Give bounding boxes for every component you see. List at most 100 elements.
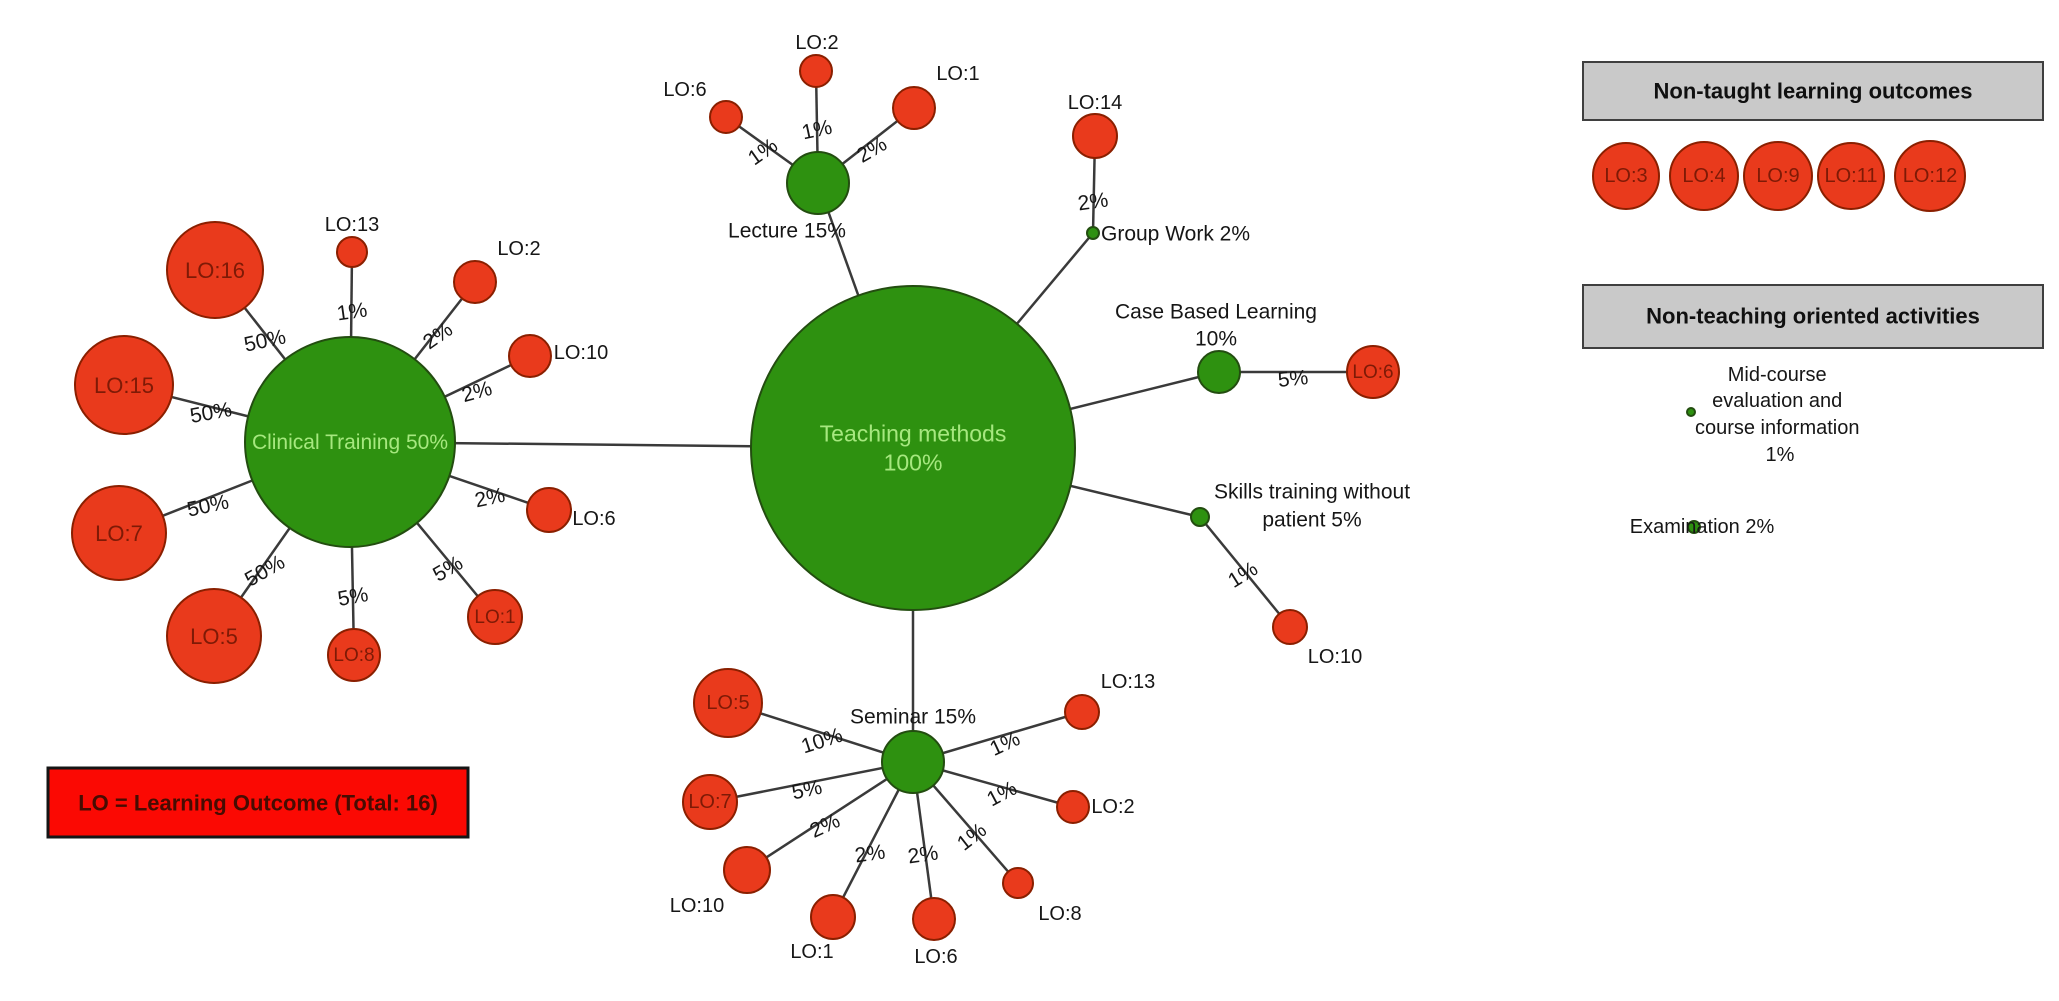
node-l-lo2 — [799, 54, 833, 88]
edge-label-clinical-c-lo5: 50% — [241, 551, 289, 592]
non-teaching-title: Non-teaching oriented activities — [1646, 304, 1980, 329]
l-lo2-label: LO:2 — [795, 32, 838, 54]
node-label-s-lo5: LO:5 — [706, 692, 749, 714]
s-lo13-label: LO:13 — [1101, 671, 1155, 693]
s-lo6-label: LO:6 — [914, 946, 957, 968]
seminar-label: Seminar 15% — [850, 706, 976, 729]
edge-label-lecture-l-lo2: 1% — [800, 116, 834, 145]
node-s-lo7 — [682, 774, 738, 830]
node-teaching — [750, 285, 1076, 611]
node-label-leg-lo11: LO:11 — [1825, 165, 1878, 187]
node-c-lo15 — [74, 335, 174, 435]
node-label-c-lo5: LO:5 — [190, 624, 238, 649]
edge-label-clinical-c-lo7: 50% — [185, 490, 231, 521]
examination-label: Examination 2% — [1630, 516, 1775, 538]
mid-course-line1: Mid-course — [1728, 364, 1827, 386]
edge-label-lecture-l-lo1: 2% — [853, 132, 891, 167]
c-lo10-label: LO:10 — [554, 342, 608, 364]
c-lo13-label: LO:13 — [325, 214, 379, 236]
s-lo1-label: LO:1 — [790, 941, 833, 963]
node-c-lo7 — [71, 485, 167, 581]
node-label-leg-lo12: LO:12 — [1903, 165, 1957, 187]
cbl-label-line2: 10% — [1195, 328, 1237, 351]
node-seminar — [881, 730, 945, 794]
node-sk-lo10 — [1272, 609, 1308, 645]
float-labels-layer: Lecture 15% Seminar 15% Case Based Learnin… — [325, 32, 1410, 968]
edge-skills-sk-lo10 — [1199, 516, 1291, 628]
skills-label-line1: Skills training without — [1214, 481, 1410, 504]
node-groupwork — [1086, 226, 1100, 240]
lo-note-text: LO = Learning Outcome (Total: 16) — [78, 791, 438, 816]
node-lecture — [786, 151, 850, 215]
node-s-lo8 — [1002, 867, 1034, 899]
edge-label-seminar-s-lo8: 1% — [953, 819, 991, 856]
node-dot-midcourse — [1686, 407, 1696, 417]
mid-course-line3: course information — [1695, 417, 1860, 439]
node-leg-lo3 — [1592, 142, 1660, 210]
edge-label-groupwork-lo14: 2% — [1076, 188, 1109, 215]
edge-label-lecture-l-lo6: 1% — [744, 134, 782, 170]
node-s-lo2 — [1056, 790, 1090, 824]
edge-label-cbl-cbl-lo6: 5% — [1277, 366, 1310, 392]
nodes-layer: Teaching methods 100% Clinical Training 50… — [71, 54, 1966, 941]
node-c-lo1 — [467, 589, 523, 645]
cbl-label-line1: Case Based Learning — [1115, 301, 1317, 324]
l-lo1-label: LO:1 — [936, 63, 979, 85]
node-c-lo8 — [327, 628, 381, 682]
node-s-lo1 — [810, 894, 856, 940]
node-label-clinical: Clinical Training 50% — [252, 431, 448, 454]
node-c-lo6 — [526, 487, 572, 533]
node-leg-lo12 — [1894, 140, 1966, 212]
node-label-c-lo8: LO:8 — [333, 645, 374, 666]
node-leg-lo9 — [1743, 141, 1813, 211]
edge-label-clinical-c-lo10: 2% — [459, 377, 494, 407]
node-lo14 — [1072, 113, 1118, 159]
edge-seminar-s-lo7 — [709, 760, 914, 804]
s-lo2-label: LO:2 — [1091, 796, 1134, 818]
mid-course-line4: 1% — [1766, 444, 1795, 466]
edge-label-clinical-c-lo1: 5% — [429, 551, 467, 586]
non-taught-title: Non-taught learning outcomes — [1654, 79, 1973, 104]
lo-note: LO = Learning Outcome (Total: 16) — [46, 766, 470, 839]
node-c-lo2 — [453, 260, 497, 304]
node-cbl-lo6 — [1346, 345, 1400, 399]
lo14-label: LO:14 — [1068, 92, 1122, 114]
edge-label-seminar-s-lo1: 2% — [853, 840, 886, 867]
node-leg-lo4 — [1669, 141, 1739, 211]
edge-label-clinical-c-lo8: 5% — [336, 583, 370, 611]
node-l-lo1 — [892, 86, 936, 130]
node-clinical — [244, 336, 456, 548]
l-lo6-label: LO:6 — [663, 79, 706, 101]
node-label-cbl-lo6: LO:6 — [1352, 362, 1393, 383]
node-s-lo13 — [1064, 694, 1100, 730]
node-cbl — [1197, 350, 1241, 394]
node-c-lo16 — [166, 221, 264, 319]
edge-label-clinical-c-lo2: 2% — [419, 318, 457, 354]
edge-label-seminar-s-lo10: 2% — [806, 809, 843, 843]
mid-course-line2: evaluation and — [1712, 390, 1842, 412]
edge-label-seminar-s-lo2: 1% — [983, 777, 1021, 812]
non-teaching-box — [1582, 284, 2044, 349]
c-lo6-label: LO:6 — [572, 508, 615, 530]
non-taught-box — [1582, 61, 2044, 121]
legend-non-teaching: Non-teaching oriented activities Mid-cou… — [1582, 284, 2044, 538]
edge-label-seminar-s-lo7: 5% — [790, 776, 824, 805]
node-c-lo10 — [508, 334, 552, 378]
node-dot-exam — [1687, 520, 1701, 534]
edge-seminar-s-lo10 — [746, 760, 914, 872]
node-l-lo6 — [709, 100, 743, 134]
edge-label-seminar-s-lo6: 2% — [906, 841, 939, 868]
edge-label-clinical-c-lo16: 50% — [242, 325, 288, 356]
node-c-lo13 — [336, 236, 368, 268]
node-label-teaching: Teaching methods 100% — [820, 421, 1007, 476]
s-lo10-label: LO:10 — [670, 895, 724, 917]
node-leg-lo11 — [1817, 142, 1885, 210]
node-label-leg-lo3: LO:3 — [1604, 165, 1647, 187]
legend-non-taught: Non-taught learning outcomes — [1582, 61, 2044, 121]
s-lo8-label: LO:8 — [1038, 903, 1081, 925]
node-label-leg-lo4: LO:4 — [1682, 165, 1725, 187]
node-skills — [1190, 507, 1210, 527]
groupwork-label: Group Work 2% — [1101, 223, 1250, 246]
